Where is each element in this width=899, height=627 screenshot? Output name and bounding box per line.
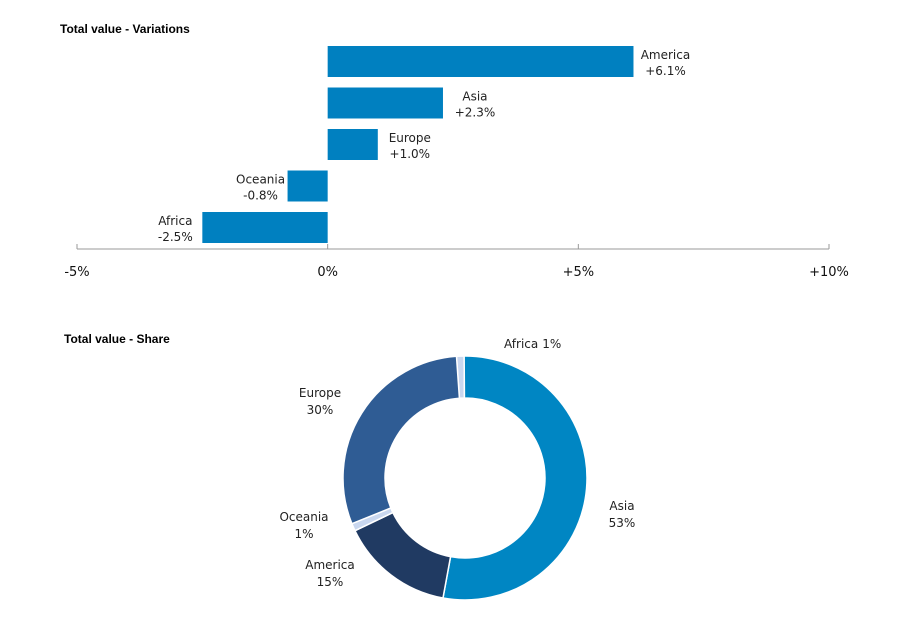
bar-value-africa: -2.5%	[158, 230, 193, 244]
bar-label-asia: Asia	[462, 90, 487, 104]
bar-label-america: America	[641, 48, 691, 62]
bar-label-oceania: Oceania	[236, 173, 285, 187]
bar-chart-marks: America +6.1% Asia +2.3% Europe +1.0% Oceania -…	[158, 46, 690, 244]
slice-europe	[342, 355, 461, 525]
x-tick-label: +5%	[563, 265, 595, 280]
bar-value-asia: +2.3%	[455, 106, 496, 120]
slice-value-africa: 1%	[542, 337, 561, 351]
bar-africa	[202, 212, 328, 243]
bar-oceania	[287, 170, 328, 202]
slice-name-europe: Europe	[299, 386, 341, 400]
slice-america	[353, 511, 452, 599]
bar-europe	[327, 129, 378, 160]
slice-value-america: 15%	[317, 575, 344, 589]
bar-label-africa: Africa	[158, 214, 192, 228]
x-tick-label: 0%	[317, 265, 338, 280]
bar-value-america: +6.1%	[645, 64, 686, 78]
slice-label-africa: Africa 1%	[504, 337, 561, 351]
bar-value-europe: +1.0%	[390, 147, 431, 161]
slice-value-europe: 30%	[307, 403, 334, 417]
slice-asia	[442, 355, 588, 601]
bar-chart-x-axis: -5% 0% +5% +10%	[64, 244, 849, 280]
slice-name-america: America	[305, 558, 355, 572]
bar-america	[327, 46, 634, 77]
slice-name-asia: Asia	[609, 499, 634, 513]
bar-value-oceania: -0.8%	[243, 189, 278, 203]
x-tick-label: -5%	[64, 265, 89, 280]
x-tick-label: +10%	[809, 265, 849, 280]
donut-chart-marks: Africa 1% Asia 53% America 15% Oceania 1% Europe…	[279, 337, 636, 601]
donut-chart-title: Total value - Share	[64, 332, 170, 346]
slice-value-asia: 53%	[609, 516, 636, 530]
slice-name-oceania: Oceania	[279, 510, 328, 524]
slice-value-oceania: 1%	[294, 527, 313, 541]
slice-name-africa: Africa	[504, 337, 538, 351]
bar-label-europe: Europe	[389, 131, 431, 145]
bar-asia	[327, 87, 443, 119]
bar-chart-title: Total value - Variations	[60, 22, 190, 36]
